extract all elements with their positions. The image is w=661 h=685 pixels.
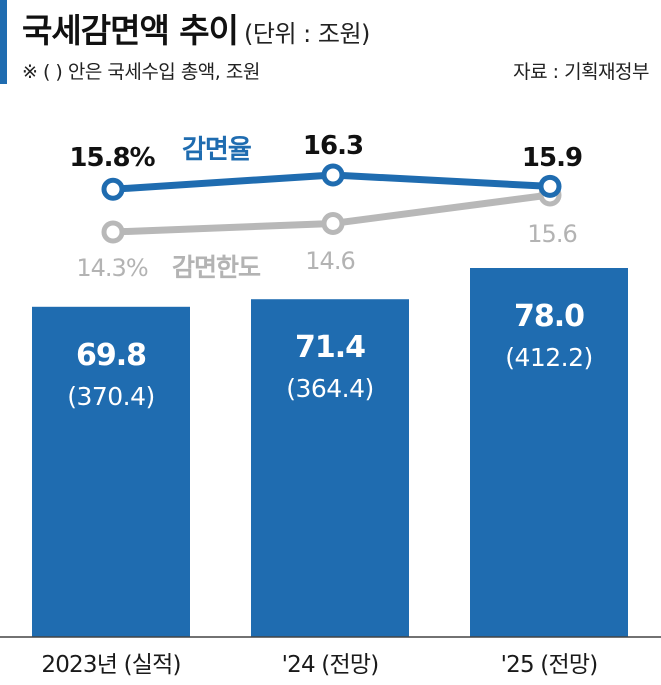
line-2-value-label-3: 15.6 bbox=[527, 220, 576, 248]
line-2-series-label: 감면한도 bbox=[172, 253, 261, 282]
line-2-point-2 bbox=[321, 211, 345, 235]
bar-total-label-3: (412.2) bbox=[505, 343, 593, 372]
lines-layer bbox=[101, 163, 562, 244]
line-1-value-label-2: 16.3 bbox=[303, 131, 363, 161]
bar-3 bbox=[470, 268, 628, 637]
bar-total-label-1: (370.4) bbox=[67, 382, 155, 411]
line-2-value-label-1: 14.3% bbox=[76, 254, 147, 282]
labels-layer: 69.8 (370.4) 2023년 (실적) 71.4 (364.4) '24 (전망)… bbox=[41, 131, 598, 678]
line-1-value-label-1: 15.8% bbox=[69, 143, 155, 173]
bar-value-label-1: 69.8 bbox=[76, 338, 146, 373]
chart-title: 국세감면액 추이 bbox=[22, 11, 239, 50]
line-1-point-3 bbox=[538, 174, 562, 198]
line-1-point-1 bbox=[101, 177, 125, 201]
bar-value-label-3: 78.0 bbox=[514, 299, 584, 334]
x-tick-label-2: '24 (전망) bbox=[282, 652, 379, 678]
chart-title-block: 국세감면액 추이 (단위 : 조원) bbox=[22, 4, 370, 52]
title-accent-bar bbox=[0, 0, 7, 84]
bar-2 bbox=[251, 299, 409, 637]
bar-value-label-2: 71.4 bbox=[295, 330, 365, 365]
x-tick-label-1: 2023년 (실적) bbox=[41, 652, 180, 678]
source-label: 자료 : 기획재정부 bbox=[513, 61, 649, 83]
x-tick-label-3: '25 (전망) bbox=[501, 652, 598, 678]
line-1-series-label: 감면율 bbox=[182, 135, 251, 165]
footnote: ※ ( ) 안은 국세수입 총액, 조원 bbox=[22, 61, 260, 83]
bar-total-label-2: (364.4) bbox=[286, 374, 374, 403]
line-1-value-label-3: 15.9 bbox=[522, 143, 582, 173]
unit-label: (단위 : 조원) bbox=[244, 20, 370, 48]
line-2-point-1 bbox=[101, 220, 125, 244]
line-2-value-label-2: 14.6 bbox=[305, 247, 354, 275]
bar-1 bbox=[32, 306, 190, 637]
line-1-point-2 bbox=[321, 163, 345, 187]
bars-layer bbox=[32, 268, 628, 637]
